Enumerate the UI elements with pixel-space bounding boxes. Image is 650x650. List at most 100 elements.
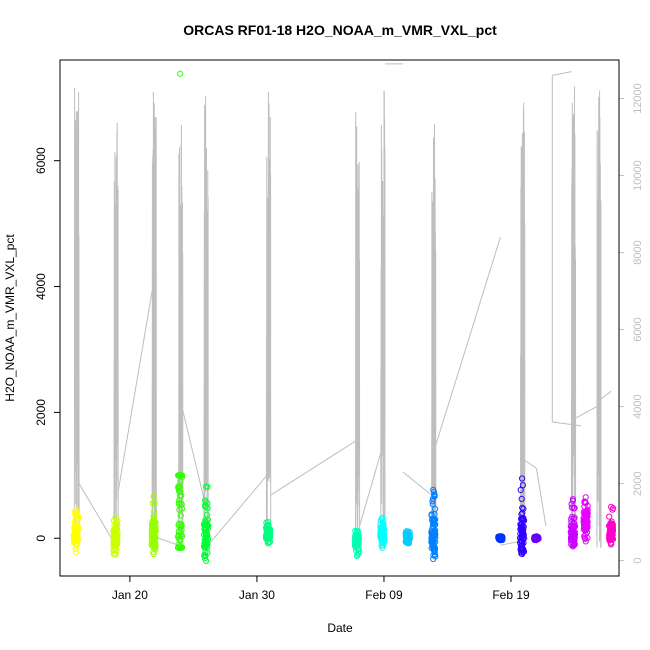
data-point	[262, 534, 270, 541]
data-point	[151, 533, 158, 540]
y2-tick-label: 10000	[632, 160, 644, 191]
data-point	[114, 529, 121, 536]
data-point	[568, 516, 575, 523]
data-point	[380, 525, 387, 533]
altitude-flight-6	[354, 111, 361, 546]
data-point	[582, 531, 589, 538]
altitude-connector-0	[78, 483, 117, 546]
data-point-max	[582, 494, 589, 501]
data-point	[111, 522, 118, 529]
altitude-flight-0	[73, 87, 80, 543]
data-point-max	[430, 486, 437, 493]
data-point	[114, 522, 121, 529]
data-point	[70, 532, 77, 539]
x-axis-label: Date	[327, 621, 353, 635]
data-point-min	[430, 555, 437, 563]
data-point	[175, 483, 182, 490]
data-point	[518, 538, 526, 546]
y2-tick-label: 2000	[632, 471, 644, 495]
altitude-flight-4	[203, 95, 209, 543]
data-point	[73, 531, 80, 538]
data-point	[517, 486, 524, 494]
data-point	[518, 495, 525, 502]
data-point	[175, 521, 182, 529]
data-point	[202, 524, 209, 531]
altitude-flight-5	[265, 91, 272, 545]
data-point	[203, 532, 210, 539]
plot-frame	[59, 59, 620, 577]
series-7	[377, 515, 388, 551]
data-point	[179, 505, 186, 512]
data-point	[111, 540, 118, 548]
altitude-connector-1	[117, 290, 153, 492]
data-point	[176, 497, 183, 504]
x-tick-label: Jan 30	[239, 588, 275, 602]
data-point-max	[404, 528, 411, 535]
data-point	[204, 505, 211, 512]
series-6	[351, 527, 363, 560]
data-point	[355, 549, 362, 556]
data-point	[517, 526, 524, 533]
data-point	[178, 526, 185, 533]
data-point-max	[608, 503, 615, 510]
data-point	[201, 541, 208, 548]
data-point	[519, 533, 526, 540]
data-point	[149, 525, 156, 532]
data-point	[428, 511, 435, 518]
altitude-connector-6	[359, 452, 382, 527]
data-point	[178, 521, 185, 528]
data-point	[110, 533, 117, 540]
series-14	[580, 494, 591, 545]
data-point	[74, 527, 81, 535]
data-point	[202, 549, 209, 556]
axes-layer: Jan 20 Jan 30 Feb 09 Feb 19 0 2000 4000 6000 0 20…	[34, 83, 644, 602]
data-point	[520, 514, 527, 522]
data-point-min	[519, 550, 526, 558]
data-point-min	[582, 538, 589, 545]
data-point	[202, 498, 209, 505]
data-point	[520, 505, 527, 512]
data-point	[175, 544, 182, 551]
data-point	[583, 525, 590, 532]
data-point-max	[112, 514, 119, 521]
data-point	[499, 535, 506, 542]
series-13	[567, 496, 579, 550]
altitude-flight-10	[570, 86, 577, 547]
altitude-flight-11	[596, 90, 602, 548]
data-point-max	[533, 533, 540, 540]
altitude-layer	[73, 63, 612, 550]
data-point	[429, 495, 437, 502]
data-point	[431, 528, 438, 536]
data-point-min	[177, 544, 184, 551]
x-tick-label: Feb 19	[492, 588, 530, 602]
data-point	[150, 536, 158, 543]
chart-title: ORCAS RF01-18 H2O_NOAA_m_VMR_VXL_pct	[183, 22, 497, 38]
series-1	[110, 514, 121, 558]
data-point	[352, 533, 359, 540]
data-point	[354, 537, 361, 544]
data-point-min	[353, 552, 361, 560]
data-point	[377, 525, 384, 533]
y2-tick-label: 8000	[632, 240, 644, 264]
data-point	[606, 513, 613, 520]
altitude-connector-15	[552, 421, 581, 427]
y-tick-label: 2000	[34, 399, 48, 426]
data-point	[581, 514, 588, 521]
data-point-max	[497, 533, 504, 540]
data-point	[204, 516, 211, 523]
data-point	[571, 531, 578, 538]
series-4	[200, 483, 212, 565]
data-point	[429, 498, 436, 505]
data-point-min	[72, 549, 80, 556]
series-3	[175, 70, 186, 551]
data-point	[113, 533, 120, 541]
data-point	[584, 522, 591, 529]
altitude-connector-12	[535, 468, 547, 526]
series-5	[262, 518, 274, 547]
data-point-max	[519, 475, 526, 482]
data-point	[72, 545, 79, 553]
y-tick-label: 6000	[34, 147, 48, 174]
data-point	[519, 482, 527, 489]
data-point	[114, 541, 121, 548]
